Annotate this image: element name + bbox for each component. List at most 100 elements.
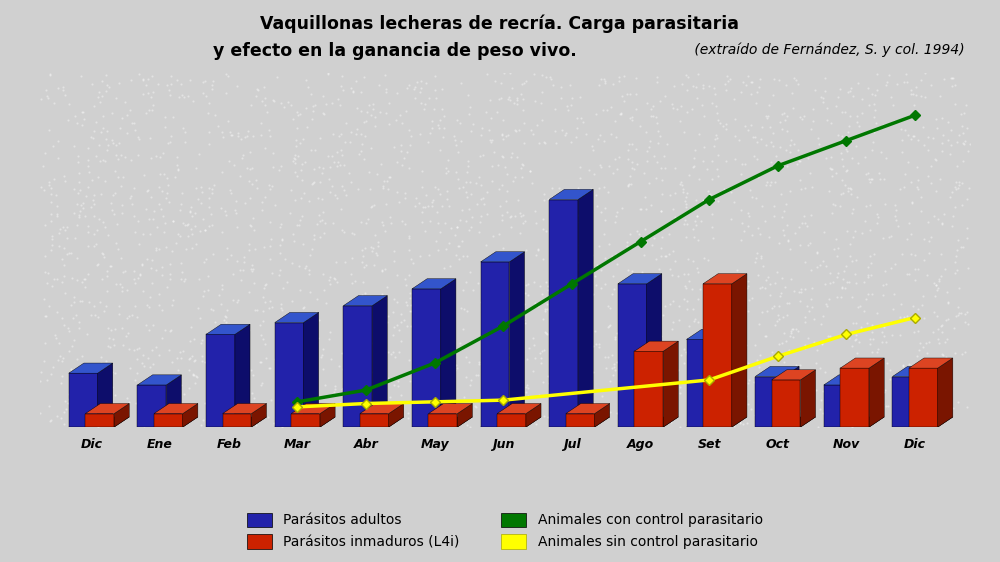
Point [462,423,478,432]
Point [766,202,782,211]
Point [154,270,170,279]
Point [123,156,139,165]
Point [626,359,642,368]
Point [450,241,466,250]
Point [41,301,57,310]
Point [824,208,840,217]
Point [612,398,628,407]
Point [741,375,757,384]
Point [906,101,922,110]
Point [390,382,406,391]
Polygon shape [206,334,235,427]
Point [204,329,220,338]
Point [548,323,564,332]
Point [144,256,160,265]
Point [426,330,442,339]
Point [77,274,93,283]
Point [848,392,864,401]
Point [61,327,77,336]
Point [569,114,585,123]
Point [664,99,680,108]
Polygon shape [343,296,387,306]
Point [603,129,619,138]
Point [201,221,217,230]
Point [792,407,808,416]
Point [37,148,53,157]
Point [910,265,926,274]
Point [336,227,352,236]
Point [880,401,896,410]
Point [645,228,661,237]
Point [475,194,491,203]
Point [797,343,813,352]
Point [718,386,734,395]
Point [157,123,173,132]
Point [540,413,556,422]
Point [76,115,92,124]
Point [463,223,479,232]
Point [591,80,607,89]
Point [691,363,707,372]
Point [943,126,959,135]
Point [187,405,203,414]
Point [243,222,259,231]
Point [503,153,519,162]
Point [413,350,429,359]
Point [186,371,202,380]
Point [624,116,640,125]
Point [494,130,510,139]
Point [551,184,567,193]
Point [472,217,488,226]
Point [434,105,450,114]
Point [899,234,915,243]
Point [217,311,233,320]
Point [429,208,445,217]
Point [94,248,110,257]
Point [643,401,659,410]
Point [641,142,657,151]
Point [417,100,433,109]
Point [710,171,726,180]
Point [676,345,692,354]
Point [525,366,541,375]
Point [181,366,197,375]
Point [733,371,749,380]
Point [292,285,308,294]
Point [91,215,107,224]
Point [584,264,600,273]
Point [80,162,96,171]
Point [42,69,58,78]
Point [37,339,53,348]
Point [454,206,470,215]
Point [766,301,782,310]
Point [604,363,620,372]
Point [69,220,85,229]
Point [540,282,556,291]
Point [296,188,312,197]
Point [350,314,366,323]
Point [315,163,331,172]
Point [252,357,268,366]
Point [665,103,681,112]
Point [648,255,664,264]
Point [109,219,125,228]
Point [213,299,229,308]
Point [135,89,151,98]
Point [844,209,860,217]
Point [847,269,863,278]
Point [257,409,273,418]
Point [621,307,637,316]
Point [230,132,246,140]
Point [589,261,605,270]
Point [244,388,260,397]
Point [46,99,62,108]
Point [816,228,832,237]
Point [716,411,732,420]
Point [692,285,708,294]
Point [490,294,506,303]
Point [874,337,890,346]
Point [198,254,214,263]
Point [280,97,296,106]
Point [667,212,683,221]
Point [251,416,267,425]
